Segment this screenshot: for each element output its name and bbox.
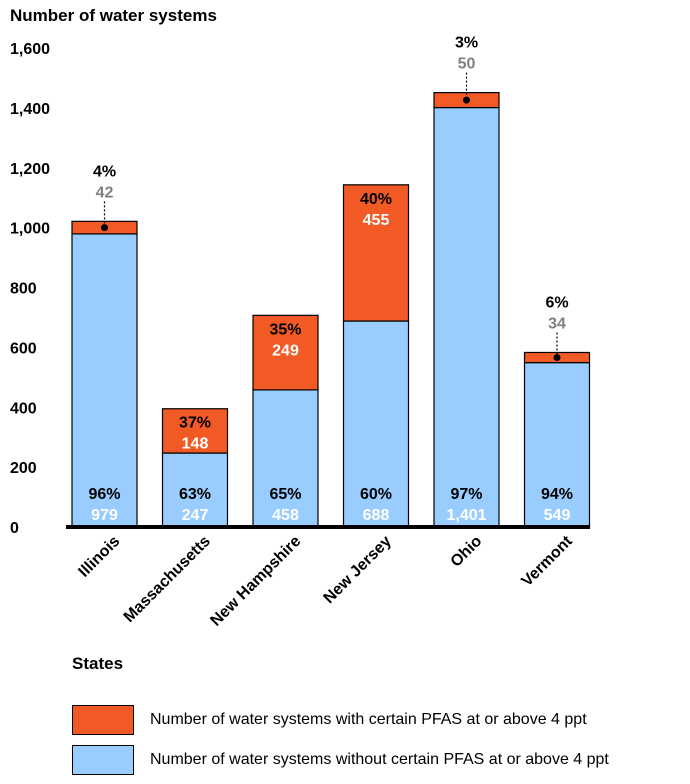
legend: Number of water systems with certain PFA…: [72, 704, 609, 784]
leader-dot: [553, 354, 561, 362]
y-tick-label: 600: [10, 340, 37, 357]
y-tick-label: 0: [10, 520, 19, 537]
bar-value-label: 247: [182, 507, 209, 524]
bar-percent-label: 60%: [360, 486, 392, 503]
x-tick-label: New Hampshire: [207, 533, 304, 630]
bar-segment-without-pfas: [433, 106, 500, 528]
bar-value-label: 979: [91, 507, 118, 524]
bar-percent-label: 40%: [360, 191, 392, 208]
legend-label-without-pfas: Number of water systems without certain …: [150, 751, 609, 768]
x-tick-label: Vermont: [519, 532, 577, 590]
bar-percent-label: 97%: [450, 486, 482, 503]
y-tick-label: 1,600: [10, 41, 50, 58]
bar-value-label: 42: [96, 184, 114, 201]
x-tick-label: Ohio: [448, 533, 486, 571]
x-tick-label: Illinois: [75, 533, 123, 581]
bar-percent-label: 96%: [88, 486, 120, 503]
bar-percent-label: 63%: [179, 486, 211, 503]
bar-percent-label: 37%: [179, 415, 211, 432]
y-tick-label: 1,000: [10, 221, 50, 238]
bar-percent-label: 35%: [269, 321, 301, 338]
legend-swatch-without-pfas: [72, 745, 134, 775]
bar-segment-without-pfas: [161, 452, 229, 528]
leader-dot: [463, 96, 470, 104]
bar-segment-without-pfas: [342, 320, 410, 528]
bar-segment-with-pfas: [342, 184, 410, 322]
y-tick-label: 200: [10, 460, 37, 477]
bar-percent-label: 65%: [269, 486, 301, 503]
bar-percent-label: 3%: [455, 35, 478, 52]
bar-value-label: 148: [182, 436, 209, 453]
y-tick-label: 1,200: [10, 161, 50, 178]
y-tick-label: 400: [10, 400, 37, 417]
bar-percent-label: 94%: [541, 486, 573, 503]
leader-dot: [101, 224, 108, 232]
bar-value-label: 249: [272, 342, 299, 359]
bar-segment-without-pfas: [71, 233, 138, 528]
bar-value-label: 549: [544, 507, 571, 524]
bar-value-label: 1,401: [446, 507, 486, 524]
bar-percent-label: 6%: [545, 294, 568, 311]
bar-percent-label: 4%: [93, 163, 116, 180]
bar-value-label: 455: [363, 212, 390, 229]
y-tick-label: 800: [10, 281, 37, 298]
x-tick-label: Massachusetts: [121, 533, 214, 626]
bar-value-label: 50: [458, 56, 476, 73]
bar-segment-without-pfas: [252, 389, 319, 528]
y-tick-label: 1,400: [10, 101, 50, 118]
x-axis-title: States: [72, 654, 124, 673]
legend-swatch-with-pfas: [72, 705, 134, 735]
bar-value-label: 34: [548, 315, 566, 332]
legend-item-with-pfas: Number of water systems with certain PFA…: [72, 704, 609, 736]
y-axis-title: Number of water systems: [10, 6, 217, 25]
legend-item-without-pfas: Number of water systems without certain …: [72, 744, 609, 776]
bar-segment-with-pfas: [252, 314, 319, 391]
x-tick-label: New Jersey: [321, 533, 395, 607]
bar-value-label: 458: [272, 507, 299, 524]
bar-segment-with-pfas: [161, 408, 229, 454]
bar-value-label: 688: [363, 507, 390, 524]
legend-label-with-pfas: Number of water systems with certain PFA…: [150, 711, 587, 728]
